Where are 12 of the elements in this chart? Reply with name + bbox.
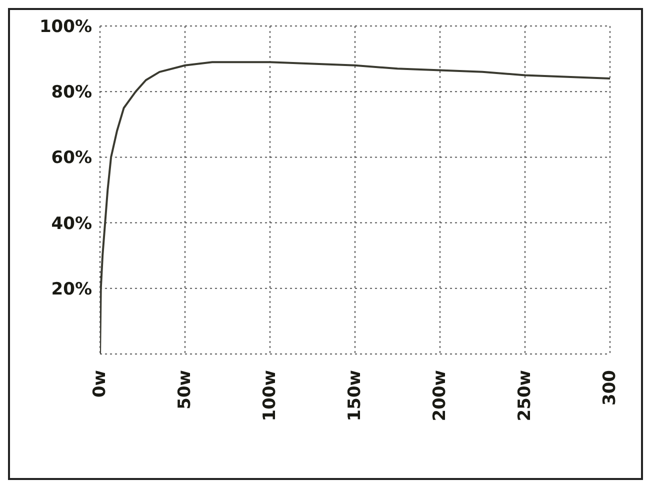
y-tick-label: 100%	[39, 17, 92, 38]
y-tick-label: 80%	[51, 82, 92, 103]
y-tick-label: 40%	[51, 214, 92, 234]
x-tick-label: 150w	[345, 370, 365, 422]
x-tick-label: 250w	[515, 370, 535, 422]
x-tick-label: 200w	[430, 370, 450, 422]
x-tick-label: 100w	[260, 370, 280, 422]
y-tick-label: 20%	[51, 279, 92, 300]
x-tick-label: 0w	[90, 370, 110, 398]
x-tick-label: 50w	[175, 370, 195, 410]
y-tick-label: 60%	[51, 148, 92, 168]
x-tick-label: 300	[600, 370, 620, 406]
